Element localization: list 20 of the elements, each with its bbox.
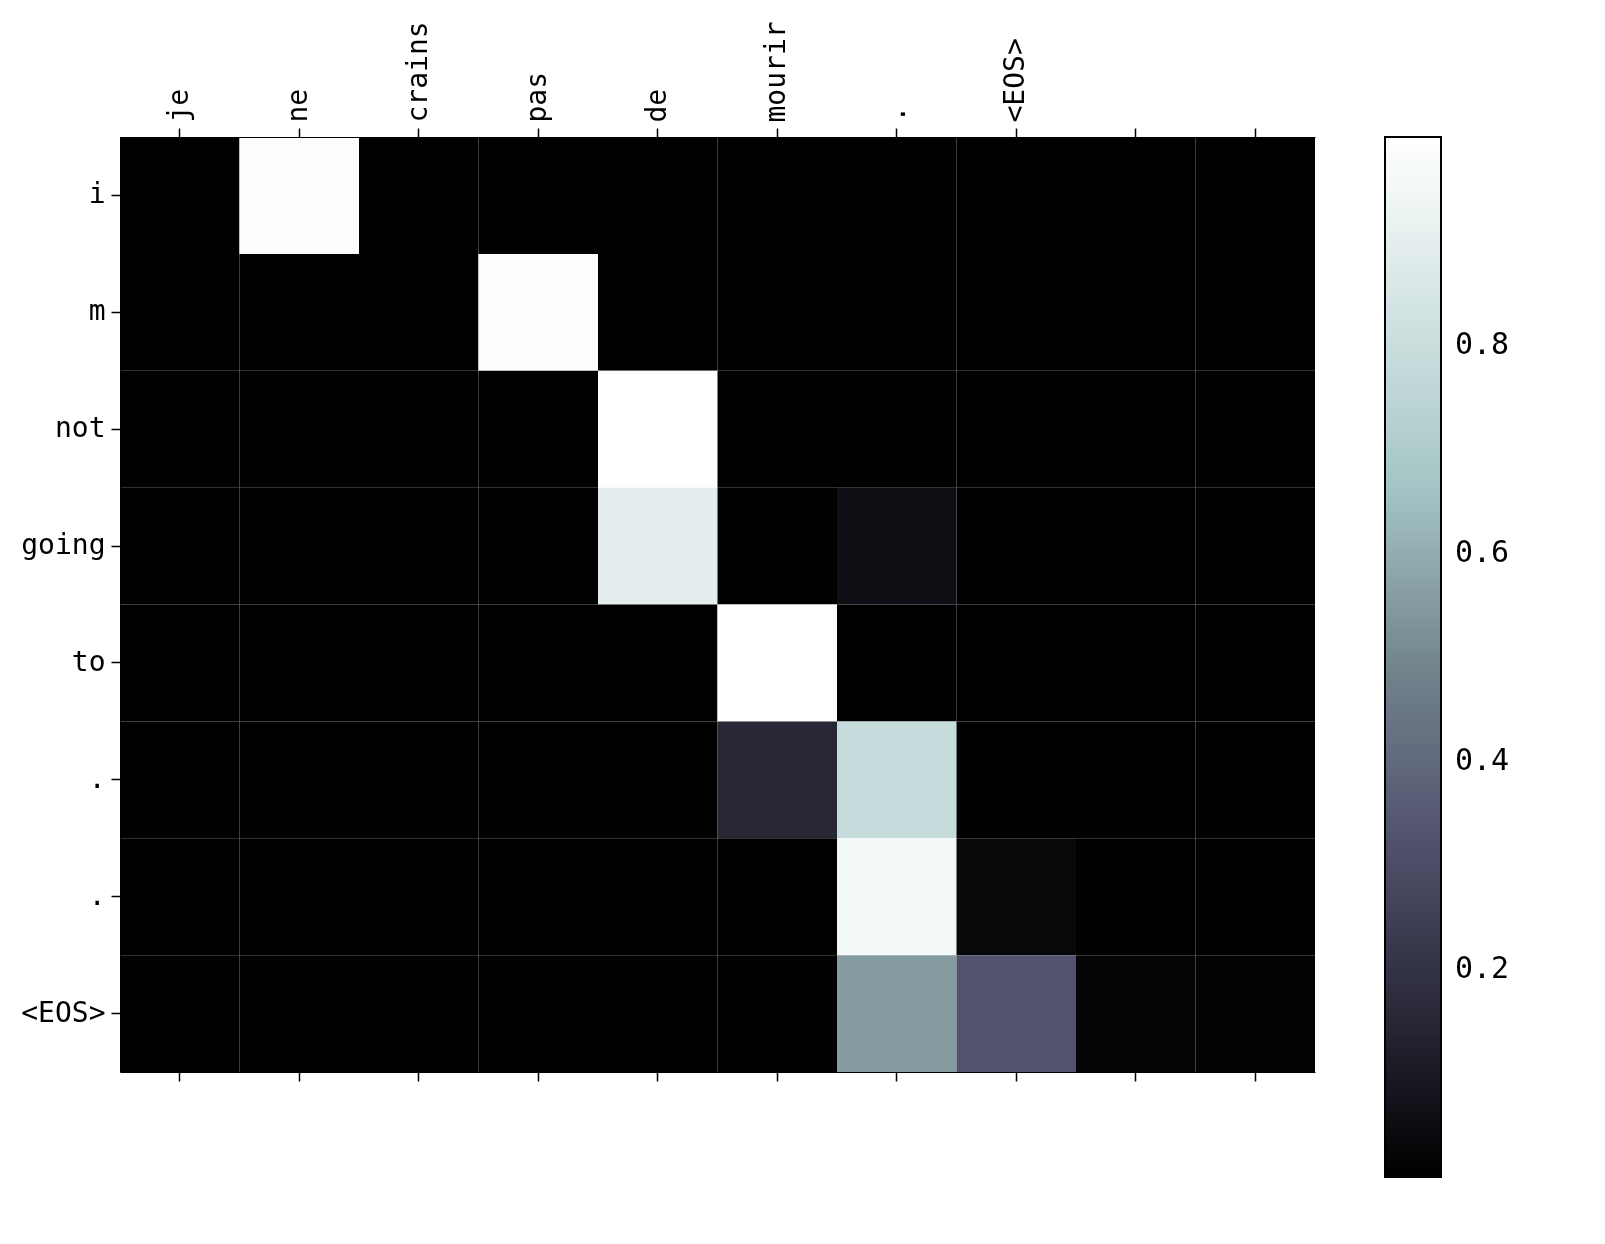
color-bar-label: 0.8: [1455, 326, 1510, 361]
x-tick-label: pas: [520, 71, 554, 123]
y-tick-label: going: [21, 528, 106, 562]
y-tick-label: .: [88, 878, 106, 912]
y-tick-label: <EOS>: [21, 995, 106, 1029]
x-tick-label: crains: [400, 21, 434, 123]
y-tick-label: not: [54, 411, 106, 445]
x-tick-label: .: [878, 105, 912, 123]
x-tick-label: ne: [281, 88, 315, 123]
x-tick-label: mourir: [759, 21, 793, 123]
y-tick-label: i: [88, 177, 106, 211]
y-tick-label: to: [71, 644, 106, 678]
x-tick-label: je: [161, 88, 195, 123]
y-tick-label: .: [88, 761, 106, 795]
color-bar-label: 0.6: [1455, 534, 1510, 569]
y-tick-label: m: [88, 294, 106, 328]
x-tick-label: <EOS>: [998, 38, 1032, 123]
color-bar-label: 0.2: [1455, 950, 1510, 985]
color-bar-label: 0.4: [1455, 742, 1510, 777]
x-tick-label: de: [639, 88, 673, 123]
